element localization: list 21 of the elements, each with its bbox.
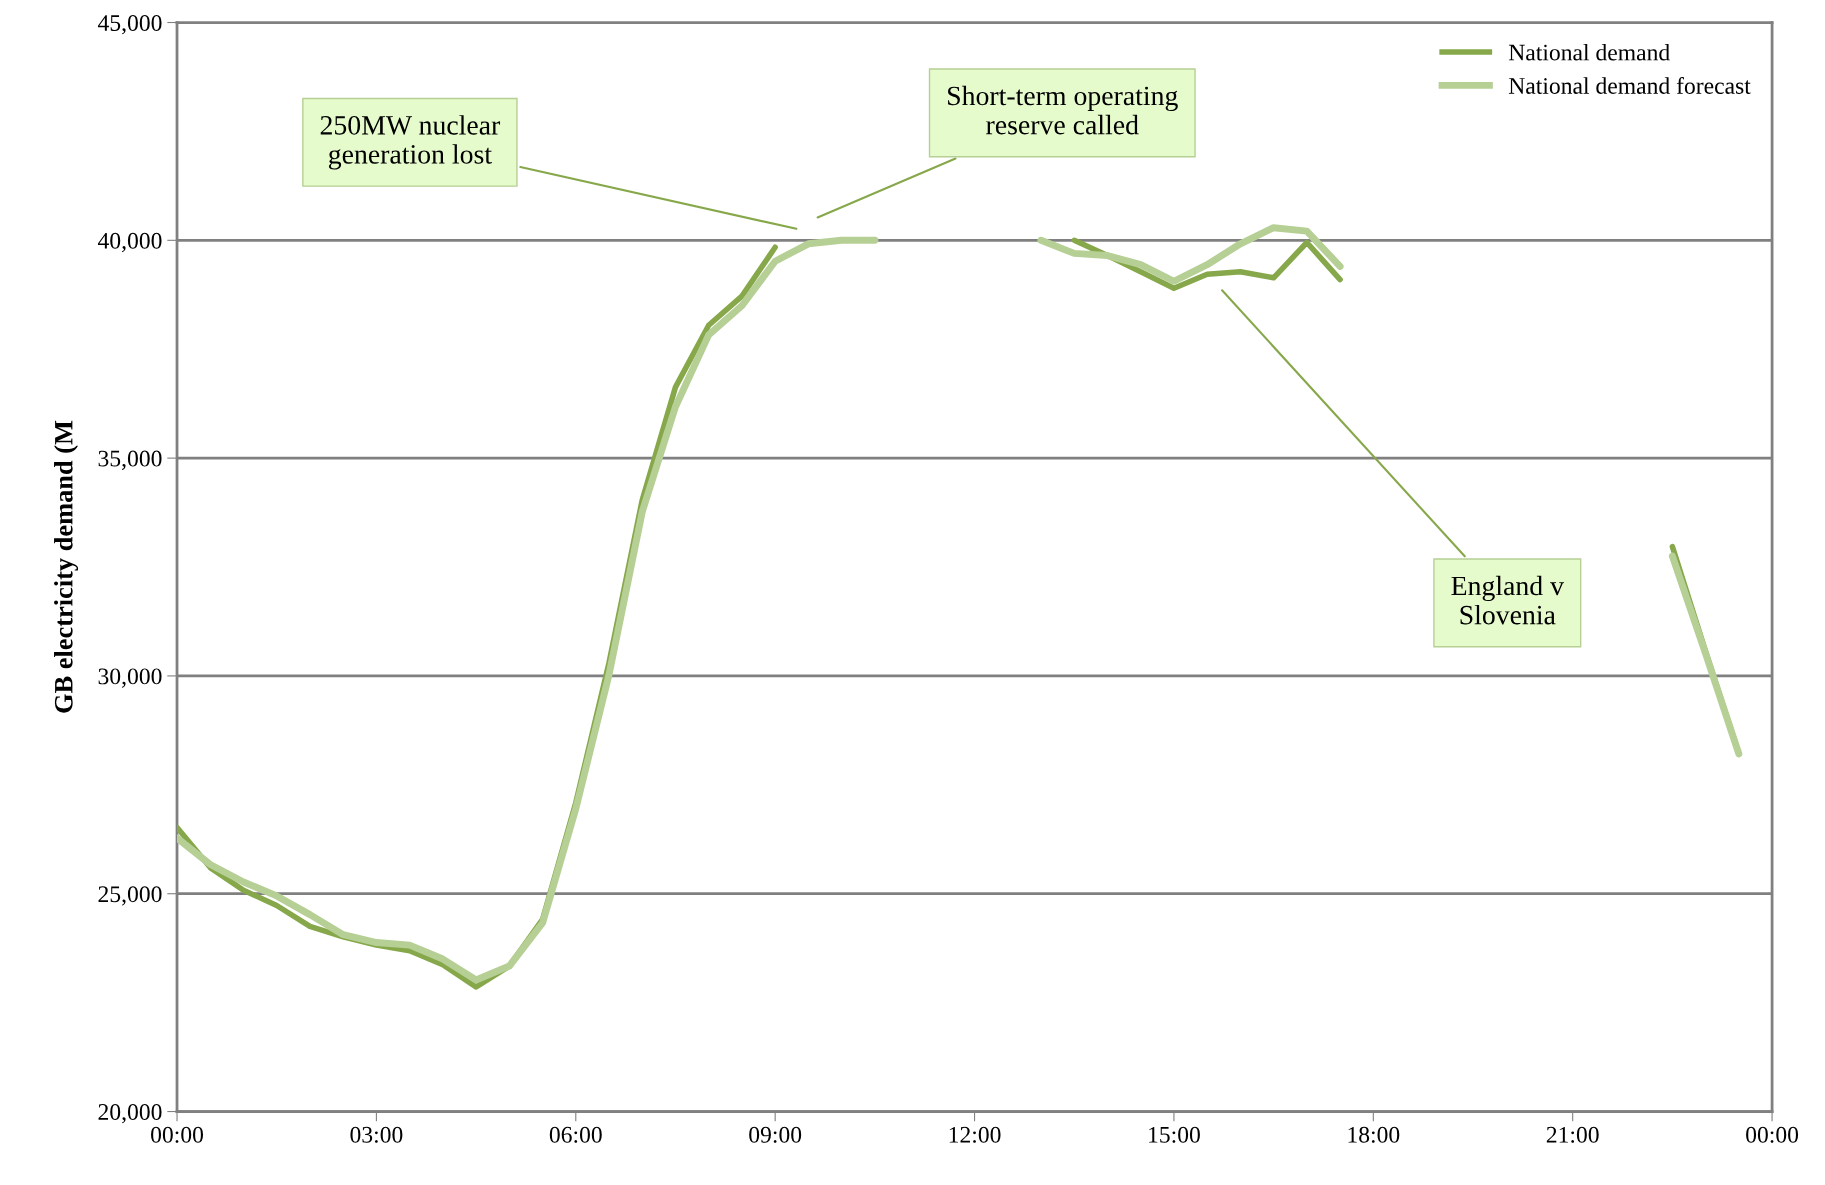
x-tick-label: 00:00 [1746, 1126, 1799, 1143]
x-tick-label: 00:00 [151, 1126, 204, 1143]
x-tick-label: 12:00 [949, 1126, 1001, 1143]
annotation: England v Slovenia [1451, 575, 1564, 625]
y-axis-title: GB electricity demand (M [54, 420, 79, 713]
y-tick-label: 40,000 [97, 232, 162, 253]
x-tick-label: 18:00 [1348, 1126, 1400, 1143]
legend-label: National demand forecast [1508, 77, 1751, 94]
y-tick-label: 35,000 [98, 450, 162, 470]
x-tick-label: 09:00 [749, 1126, 802, 1143]
x-tick-label: 15:00 [1149, 1126, 1200, 1143]
annotation: Short-term operating reserve called [948, 85, 1178, 135]
annotation: 250MW nuclear generation lost [320, 115, 501, 170]
y-tick-label: 30,000 [98, 668, 162, 688]
y-tick-label: 20,000 [98, 1104, 162, 1124]
y-tick-label: 25,000 [98, 886, 162, 906]
x-tick-label: 03:00 [350, 1126, 403, 1143]
legend-label: National demand [1508, 43, 1670, 61]
x-tick-label: 06:00 [549, 1126, 602, 1143]
x-tick-label: 21:00 [1546, 1126, 1599, 1143]
y-tick-label: 45,000 [97, 15, 162, 35]
